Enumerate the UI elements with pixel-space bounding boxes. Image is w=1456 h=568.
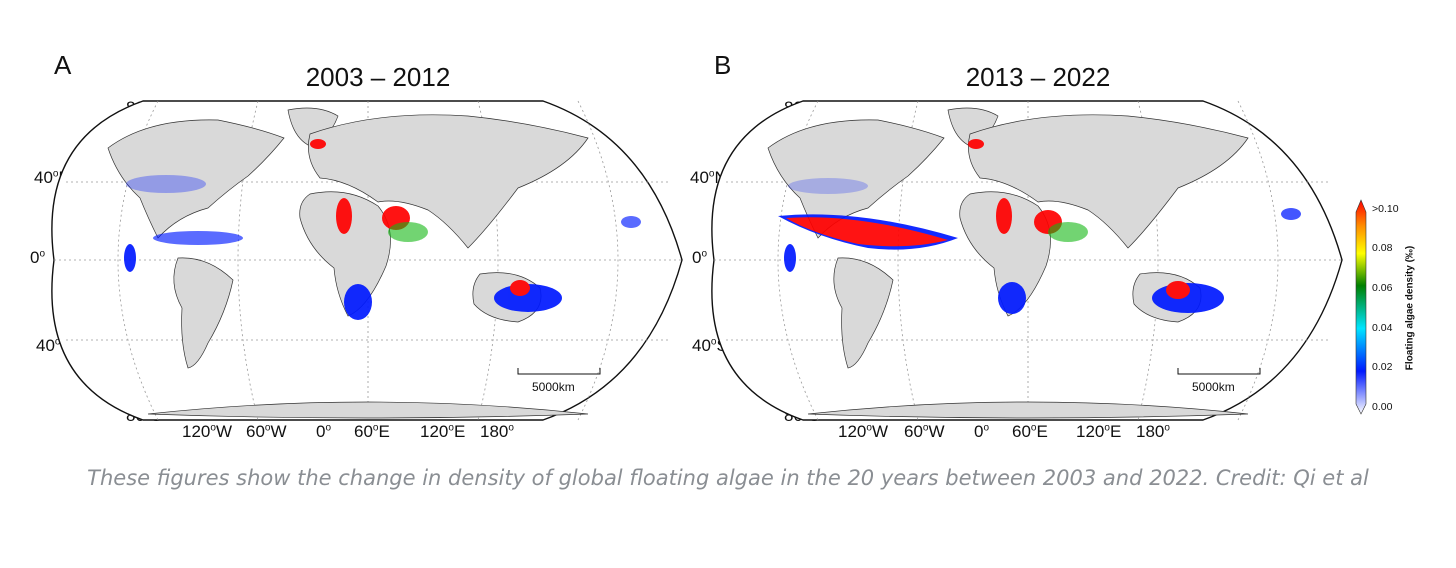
lon-label-60e: 60oE xyxy=(354,422,390,441)
figure-caption: These figures show the change in density… xyxy=(87,466,1369,490)
algae-pacific-island xyxy=(621,216,641,228)
eurasia xyxy=(308,114,589,249)
lon-label-120w: 120oW xyxy=(838,422,888,441)
colorbar-tick: 0.06 xyxy=(1372,282,1393,294)
algae-pacific-coast xyxy=(784,244,796,272)
panel-title: 2003 – 2012 xyxy=(305,62,451,92)
algae-mozambique xyxy=(998,282,1026,314)
algae-great-atlantic-sargassum-belt xyxy=(786,217,948,247)
world-map xyxy=(51,100,683,421)
lon-label-60e: 60oE xyxy=(1012,422,1048,441)
eurasia xyxy=(968,114,1249,249)
lon-label-0: 0o xyxy=(974,422,990,441)
north-america xyxy=(107,119,285,239)
africa xyxy=(959,191,1051,317)
algae-baltic xyxy=(968,139,984,149)
colorbar-tick: >0.10 xyxy=(1372,203,1399,215)
colorbar-tick: 0.00 xyxy=(1372,401,1393,413)
colorbar-tick: 0.08 xyxy=(1372,242,1393,254)
colorbar: >0.10 0.08 0.06 0.04 0.02 0.00 Floating … xyxy=(1352,198,1438,418)
map-panel-a: A 2003 – 2012 80oN 40oN 0o 40oS 80oS 120… xyxy=(30,50,708,441)
algae-arabian-coast xyxy=(996,198,1012,234)
colorbar-tick: 0.02 xyxy=(1372,361,1393,373)
lon-label-0: 0o xyxy=(316,422,332,441)
south-america xyxy=(833,257,894,369)
scale-bar xyxy=(517,368,601,375)
south-america xyxy=(173,257,234,369)
lon-label-60w: 60oW xyxy=(904,422,945,441)
algae-pacific-coast xyxy=(124,244,136,272)
algae-arabian-coast xyxy=(336,198,352,234)
algae-density xyxy=(124,139,641,320)
map-panel-b: B 2013 – 2022 80oN 40oN 0o 40oS 80oS 120… xyxy=(690,50,1368,441)
colorbar-gradient xyxy=(1355,199,1367,415)
lon-label-120e: 120oE xyxy=(420,422,466,441)
lat-label-0: 0o xyxy=(692,248,708,267)
algae-bay-of-bengal xyxy=(1048,222,1088,242)
algae-gulf-carpentaria xyxy=(1166,281,1190,299)
scale-bar-label: 5000km xyxy=(532,380,575,394)
north-america xyxy=(767,119,945,239)
world-map xyxy=(711,100,1343,421)
lon-label-180: 180o xyxy=(1136,422,1170,441)
algae-north-atlantic xyxy=(126,175,206,193)
lon-label-60w: 60oW xyxy=(246,422,287,441)
scale-bar xyxy=(1177,368,1261,375)
algae-pacific-island xyxy=(1281,208,1301,220)
algae-mozambique xyxy=(344,284,372,320)
panel-title: 2013 – 2022 xyxy=(965,62,1111,92)
algae-density xyxy=(778,139,1301,314)
panel-letter: A xyxy=(54,50,72,80)
lon-label-120e: 120oE xyxy=(1076,422,1122,441)
algae-north-atlantic xyxy=(788,178,868,194)
algae-gulf-carpentaria xyxy=(510,280,530,296)
colorbar-title: Floating algae density (‰) xyxy=(1404,245,1416,371)
scale-bar-label: 5000km xyxy=(1192,380,1235,394)
antarctica xyxy=(147,401,589,419)
lat-label-0: 0o xyxy=(30,248,46,267)
algae-caribbean xyxy=(153,231,243,245)
lon-label-120w: 120oW xyxy=(182,422,232,441)
algae-bay-of-bengal xyxy=(388,222,428,242)
colorbar-tick: 0.04 xyxy=(1372,322,1393,334)
antarctica xyxy=(807,401,1249,419)
lon-label-180: 180o xyxy=(480,422,514,441)
panel-letter: B xyxy=(714,50,732,80)
algae-baltic xyxy=(310,139,326,149)
